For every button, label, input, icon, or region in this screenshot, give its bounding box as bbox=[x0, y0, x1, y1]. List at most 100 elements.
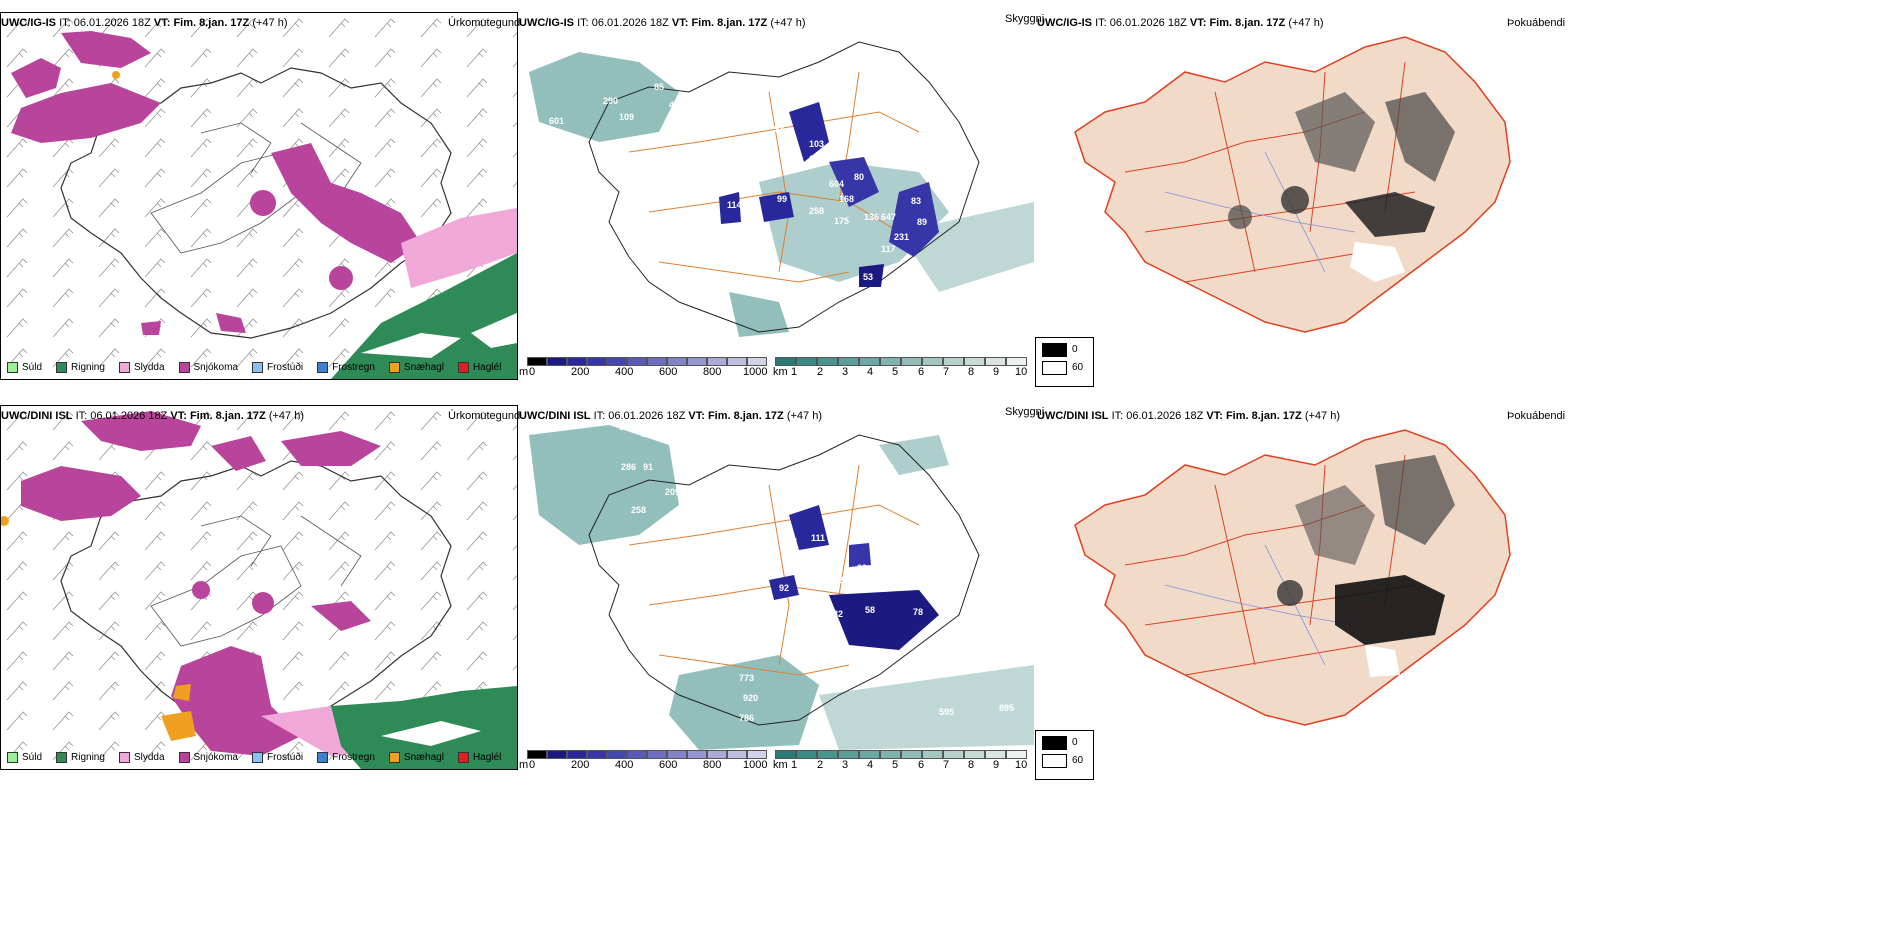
colorbar-segment bbox=[817, 357, 838, 366]
legend-label: 60 bbox=[1072, 362, 1084, 373]
legend-item: Snjókoma bbox=[178, 362, 238, 373]
legend-swatch bbox=[317, 752, 329, 763]
legend-swatch bbox=[7, 752, 18, 763]
legend-label: Snjókoma bbox=[193, 362, 238, 373]
ceiling-label: 601 bbox=[549, 116, 564, 126]
colorbar-segment bbox=[775, 357, 796, 366]
colorbar-segment bbox=[964, 357, 985, 366]
valid-time: Fim. 8.jan. 17Z bbox=[1209, 17, 1286, 29]
fog-indicator-title: Þokuábendi bbox=[1507, 17, 1566, 29]
legend-label: Slydda bbox=[133, 752, 165, 763]
fog-area bbox=[1335, 575, 1445, 645]
lead-time: (+47 h) bbox=[786, 410, 822, 422]
snow-area bbox=[61, 31, 151, 68]
init-time: 06.01.2026 18Z bbox=[1109, 17, 1187, 29]
it-label: IT: bbox=[577, 17, 589, 29]
tick-label: 3 bbox=[842, 759, 849, 771]
ceiling-unit: m bbox=[519, 759, 529, 771]
legend-item: Snæhagl bbox=[388, 362, 444, 373]
model-name: UWC/IG-IS bbox=[1037, 17, 1092, 29]
precip-type-title: Úrkomutegund bbox=[448, 17, 521, 29]
legend-label: Súld bbox=[22, 362, 43, 373]
precip-type-panel: Súld Rigning Slydda Snjókoma Frostúði Fr… bbox=[0, 12, 518, 380]
legend-swatch bbox=[251, 362, 263, 373]
ceiling-label: 92 bbox=[779, 583, 789, 593]
ceiling-label: 878 bbox=[807, 459, 822, 469]
precip-type-title: Úrkomutegund bbox=[448, 410, 521, 422]
ceiling-label: 168 bbox=[839, 194, 854, 204]
tick-label: 4 bbox=[867, 759, 874, 771]
colorbar-segment bbox=[727, 357, 747, 366]
visibility-unit: km bbox=[773, 759, 788, 771]
legend-label: 60 bbox=[1072, 755, 1084, 766]
vt-label: VT: bbox=[688, 410, 705, 422]
legend-item: Frostregn bbox=[317, 362, 375, 373]
colorbar-segment bbox=[943, 750, 964, 759]
ceiling-label: 604 bbox=[829, 179, 844, 189]
ceiling-ticks: m 0 200 400 600 800 1000 bbox=[519, 366, 779, 380]
panel-title: UWC/IG-IS IT: 06.01.2026 18Z VT: Fim. 8.… bbox=[1037, 17, 1324, 29]
legend-swatch bbox=[457, 362, 469, 373]
colorbar-segment bbox=[985, 357, 1006, 366]
legend-label: Snæhagl bbox=[403, 752, 444, 763]
model-name: UWC/DINI ISL bbox=[1037, 410, 1109, 422]
ceiling-label: 32 bbox=[833, 575, 843, 585]
lead-time: (+47 h) bbox=[1304, 410, 1340, 422]
init-time: 06.01.2026 18Z bbox=[1126, 410, 1204, 422]
legend-swatch bbox=[7, 362, 18, 373]
ceiling-label: 58 bbox=[865, 605, 875, 615]
fog-area bbox=[1345, 192, 1435, 237]
visibility-unit: km bbox=[773, 366, 788, 378]
colorbar-segment bbox=[796, 357, 817, 366]
legend-swatch bbox=[56, 362, 68, 373]
tick-label: 10 bbox=[1015, 366, 1028, 378]
it-label: IT: bbox=[593, 410, 606, 422]
tick-label: 1000 bbox=[743, 366, 768, 378]
snow-area bbox=[11, 83, 161, 143]
colorbar-segment bbox=[567, 750, 587, 759]
legend-swatch bbox=[118, 362, 130, 373]
legend-label: Súld bbox=[22, 752, 43, 763]
colorbar-segment bbox=[707, 750, 727, 759]
ceiling-label: 78 bbox=[913, 607, 923, 617]
lead-time: (+47 h) bbox=[252, 17, 288, 29]
colorbar-segment bbox=[922, 357, 943, 366]
vt-label: VT: bbox=[153, 17, 171, 29]
ceiling-label: 114 bbox=[727, 200, 742, 210]
sleet-area bbox=[401, 208, 517, 288]
colorbar-segment bbox=[527, 750, 547, 759]
tick-label: 200 bbox=[571, 759, 590, 771]
model-name: UWC/DINI ISL bbox=[1, 410, 73, 422]
legend-swatch bbox=[178, 752, 190, 763]
legend-item: Rigning bbox=[56, 362, 105, 373]
legend-swatch-light bbox=[1042, 754, 1067, 768]
ceiling-label: 103 bbox=[809, 139, 824, 149]
legend-label: 0 bbox=[1072, 344, 1078, 355]
legend-swatch bbox=[388, 362, 400, 373]
legend-item: Súld bbox=[7, 362, 42, 373]
legend-label: Snjókoma bbox=[193, 752, 238, 763]
ceiling-label: 99 bbox=[777, 194, 787, 204]
colorbar-segment bbox=[687, 750, 707, 759]
ceiling-label: 89 bbox=[917, 217, 927, 227]
tick-label: 5 bbox=[892, 759, 899, 771]
snow-area bbox=[11, 58, 61, 98]
colorbar-segment bbox=[796, 750, 817, 759]
fog-area bbox=[1385, 92, 1455, 182]
colorbar-segment bbox=[859, 357, 880, 366]
vt-label: VT: bbox=[1189, 17, 1207, 29]
snow-area bbox=[192, 581, 210, 599]
legend-label: Rigning bbox=[71, 752, 105, 763]
snow-area bbox=[271, 143, 421, 263]
visibility-title: Skyggni bbox=[1005, 13, 1045, 25]
sleet-spot bbox=[112, 71, 120, 79]
legend-label: Frostregn bbox=[332, 752, 375, 763]
snow-area bbox=[311, 601, 371, 631]
colorbar-segment bbox=[667, 750, 687, 759]
panel-title: UWC/IG-IS IT: 06.01.2026 18Z VT: Fim. 8.… bbox=[1, 17, 288, 29]
valid-time: Fim. 8.jan. 17Z bbox=[691, 17, 768, 29]
ceiling-label: 175 bbox=[834, 216, 849, 226]
tick-label: 0 bbox=[529, 366, 536, 378]
ceiling-label: 136 bbox=[864, 212, 879, 222]
ceiling-label: 438 bbox=[669, 100, 684, 110]
